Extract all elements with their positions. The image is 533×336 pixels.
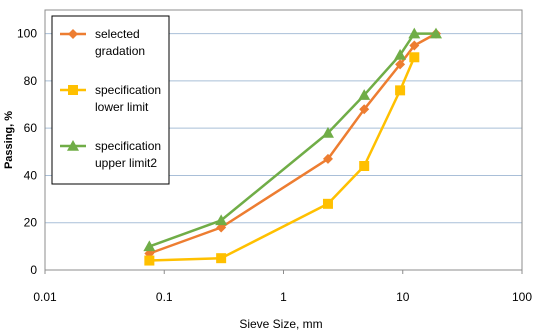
legend-entry-2-marker (67, 140, 79, 151)
series-2-point-0 (143, 240, 156, 252)
series-0-point-4 (395, 59, 406, 70)
y-tick-label-20: 20 (24, 216, 38, 230)
y-tick-label-60: 60 (24, 121, 38, 135)
series-0-point-3 (359, 104, 370, 115)
series-1-point-0 (144, 255, 155, 266)
x-tick-label-3: 10 (396, 290, 410, 304)
legend-entry-0-marker (68, 29, 78, 39)
legend-entry-2-label-line-1: upper limit2 (95, 156, 157, 170)
x-tick-label-2: 1 (280, 290, 287, 304)
y-tick-label-100: 100 (17, 27, 37, 41)
series-2-line (148, 32, 436, 248)
series-1-point-4 (395, 85, 406, 96)
legend-entry-0-label-line-1: gradation (95, 44, 145, 58)
legend-entry-2: specification upper limit2 (60, 139, 161, 170)
legend: selected gradation specification lower limi… (51, 15, 170, 185)
x-tick-label-4: 100 (512, 290, 532, 304)
y-tick-label-0: 0 (30, 263, 37, 277)
y-tick-label-40: 40 (24, 168, 38, 182)
series-2-point-5 (408, 27, 421, 39)
y-axis-title: Passing, % (3, 111, 15, 169)
legend-entry-1-label-line-1: lower limit (95, 100, 149, 114)
series-2-point-3 (358, 89, 371, 100)
legend-entry-1-marker (68, 85, 78, 95)
series-1-line (149, 56, 416, 262)
series-2-point-2 (321, 126, 334, 138)
legend-entry-0: selected gradation (60, 27, 145, 58)
y-axis-ticks: 0 20 40 60 80 100 (17, 27, 37, 277)
legend-entry-1: specification lower limit (60, 83, 161, 114)
series-2-point-1 (215, 214, 228, 226)
x-axis-ticks: 0.01 0.1 1 10 100 (33, 270, 532, 304)
series-1-point-2 (322, 198, 333, 209)
x-tick-label-0: 0.01 (33, 290, 57, 304)
legend-entry-1-label-line-0: specification (95, 83, 161, 97)
series-2 (143, 27, 442, 252)
series-1-point-1 (216, 253, 227, 264)
legend-box (51, 15, 170, 185)
series-0 (144, 28, 441, 259)
legend-entry-0-label-line-0: selected (95, 27, 140, 41)
x-axis-title: Sieve Size, mm (239, 317, 322, 331)
series-1 (144, 52, 420, 266)
series-2-point-6 (429, 27, 442, 39)
series-0-point-5 (409, 40, 420, 51)
legend-entry-2-label-line-0: specification (95, 139, 161, 153)
data-series (143, 27, 442, 266)
series-1-point-3 (359, 161, 370, 171)
series-0-point-2 (322, 153, 333, 164)
y-tick-label-80: 80 (24, 74, 38, 88)
series-2-point-4 (394, 48, 407, 60)
series-1-point-5 (409, 52, 420, 63)
x-tick-label-1: 0.1 (156, 290, 173, 304)
